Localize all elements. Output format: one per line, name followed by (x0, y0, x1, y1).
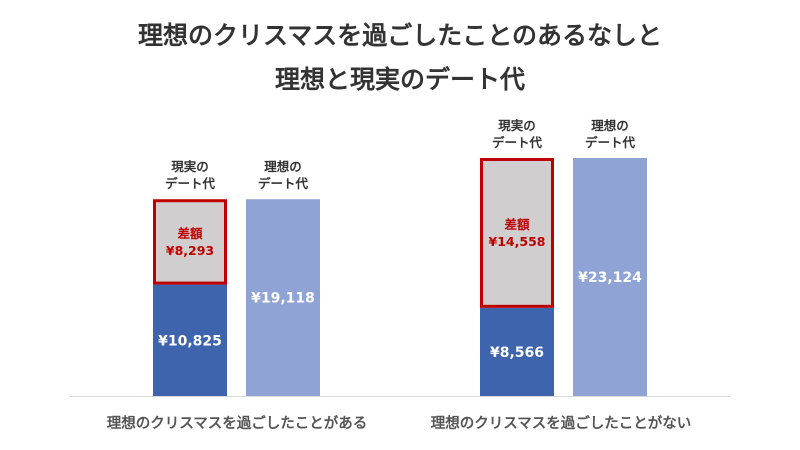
bar-ideal-1 (246, 199, 320, 396)
difference-value-label-2: ¥14,558 (489, 234, 546, 249)
difference-name-label-2: 差額 (503, 217, 530, 232)
bar-ideal-2 (573, 158, 647, 396)
category-label-2: 理想のクリスマスを過ごしたことがない (431, 414, 692, 432)
header-ideal-line2-1: デート代 (258, 176, 309, 191)
bar-difference-2 (480, 158, 554, 308)
chart-title-line2: 理想と現実のデート代 (274, 65, 525, 94)
difference-name-label-1: 差額 (176, 226, 203, 241)
header-real-line1-2: 現実の (498, 118, 536, 133)
value-label-real-1: ¥10,825 (158, 333, 222, 349)
bar-difference-1 (153, 199, 227, 285)
value-label-ideal-2: ¥23,124 (578, 270, 642, 286)
header-real-line2-1: デート代 (165, 176, 216, 191)
header-ideal-line2-2: デート代 (585, 135, 636, 150)
header-ideal-line1-1: 理想の (264, 159, 302, 174)
bar-real-2 (480, 307, 554, 396)
header-real-line2-2: デート代 (492, 135, 543, 150)
header-ideal-line1-2: 理想の (591, 118, 629, 133)
chart-title-line1: 理想のクリスマスを過ごしたことのあるなしと (137, 21, 662, 50)
bar-real-1 (153, 284, 227, 396)
difference-value-label-1: ¥8,293 (166, 243, 214, 258)
category-label-1: 理想のクリスマスを過ごしたことがある (107, 414, 368, 432)
value-label-ideal-1: ¥19,118 (251, 291, 315, 307)
value-label-real-2: ¥8,566 (490, 345, 544, 361)
header-real-line1-1: 現実の (171, 159, 209, 174)
